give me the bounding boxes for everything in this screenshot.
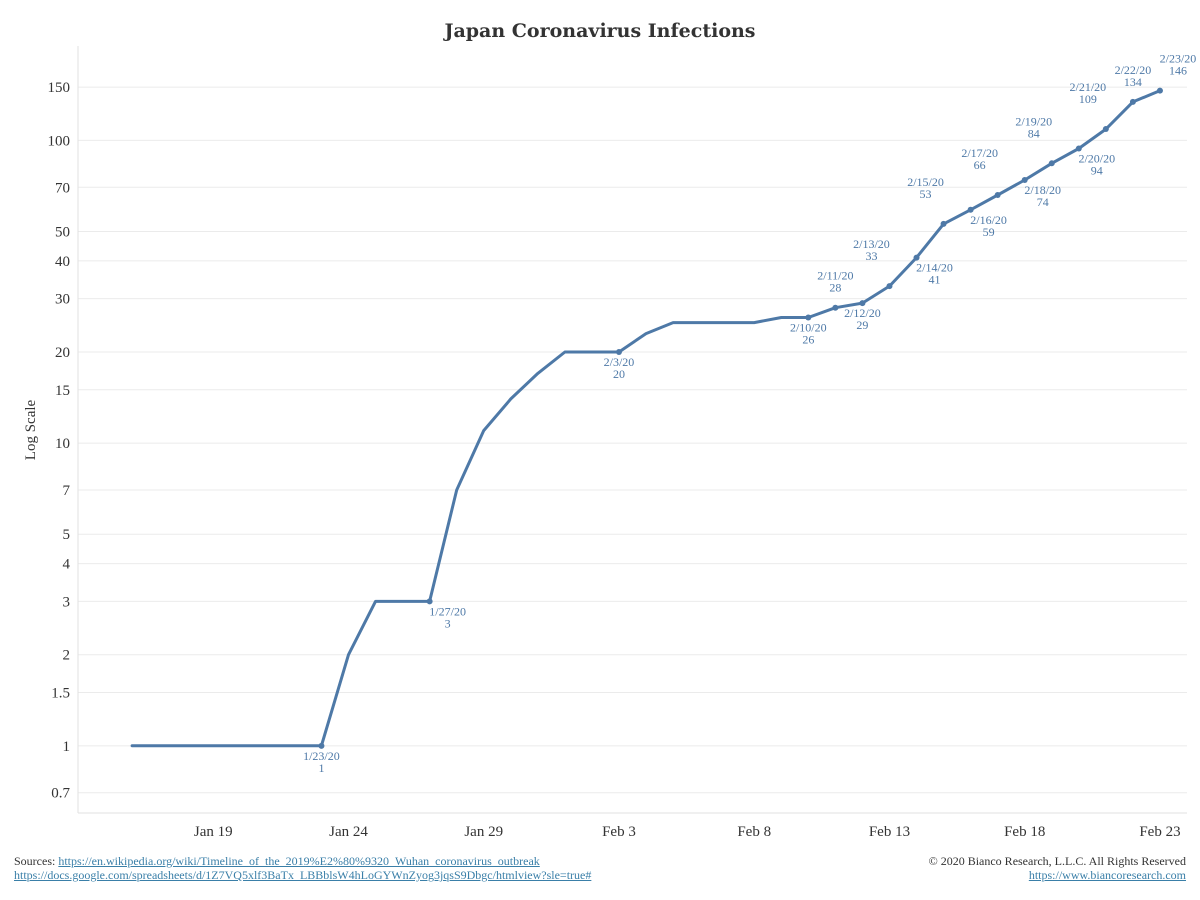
y-tick-label: 0.7	[51, 786, 70, 802]
copyright-block: © 2020 Bianco Research, L.L.C. All Right…	[929, 854, 1186, 882]
data-label-value: 146	[1169, 64, 1187, 78]
data-label-date: 1/27/20	[429, 604, 466, 618]
x-tick-label: Jan 29	[464, 824, 503, 840]
y-tick-label: 4	[63, 557, 71, 573]
data-label-date: 2/21/20	[1070, 80, 1107, 94]
data-label-date: 2/11/20	[817, 269, 853, 283]
data-label-date: 2/19/20	[1015, 114, 1052, 128]
y-tick-label: 150	[48, 80, 71, 96]
y-tick-label: 30	[55, 292, 70, 308]
data-label-value: 74	[1037, 195, 1049, 209]
y-tick-label: 1.5	[51, 686, 70, 702]
data-point	[805, 314, 812, 321]
x-tick-label: Feb 8	[737, 824, 771, 840]
data-label-value: 20	[613, 367, 625, 381]
data-point	[318, 742, 325, 749]
y-tick-label: 20	[55, 345, 70, 361]
data-label-value: 33	[865, 249, 877, 263]
copyright-text: © 2020 Bianco Research, L.L.C. All Right…	[928, 854, 1186, 868]
y-tick-label: 70	[55, 180, 70, 196]
data-point	[832, 304, 839, 311]
x-tick-label: Jan 24	[329, 824, 368, 840]
series-line	[130, 89, 1162, 748]
data-label-date: 2/20/20	[1078, 152, 1115, 166]
y-tick-label: 2	[63, 648, 71, 664]
y-tick-label: 7	[63, 483, 71, 499]
data-label-value: 59	[983, 225, 995, 239]
data-label-value: 134	[1124, 75, 1142, 89]
data-label-date: 2/13/20	[853, 237, 890, 251]
data-label-value: 109	[1079, 92, 1097, 106]
data-label-date: 2/17/20	[961, 146, 998, 160]
y-tick-label: 100	[48, 133, 71, 149]
x-tick-label: Feb 18	[1004, 824, 1045, 840]
data-label-date: 2/12/20	[844, 306, 881, 320]
y-tick-label: 10	[55, 436, 70, 452]
data-label-date: 2/22/20	[1115, 63, 1152, 77]
data-point	[1156, 87, 1163, 94]
y-tick-label: 5	[63, 527, 71, 543]
data-label-value: 53	[920, 187, 932, 201]
chart-title: Japan Coronavirus Infections	[442, 20, 755, 42]
data-label-value: 84	[1028, 126, 1040, 140]
data-point	[886, 283, 893, 290]
x-tick-label: Feb 13	[869, 824, 910, 840]
axes: 0.7 1 1.5 2 3 4 5 7 10 15 20 30 40 50 70 100 150 Jan 19 Ja…	[48, 46, 1187, 840]
data-point	[994, 192, 1001, 199]
data-label-value: 29	[856, 318, 868, 332]
data-point	[1129, 98, 1136, 105]
y-tick-label: 50	[55, 225, 70, 241]
x-tick-label: Jan 19	[194, 824, 233, 840]
website-link[interactable]: https://www.biancoresearch.com	[1028, 868, 1186, 882]
data-point	[1075, 145, 1082, 152]
data-label-date: 1/23/20	[303, 749, 340, 763]
data-label-date: 2/18/20	[1024, 183, 1061, 197]
data-point	[940, 220, 947, 227]
data-label-date: 2/10/20	[790, 320, 827, 334]
data-label-date: 2/3/20	[604, 355, 635, 369]
series-jp-infections	[130, 87, 1163, 749]
data-point	[859, 300, 866, 307]
y-tick-label: 3	[63, 594, 71, 610]
data-label-date: 2/23/20	[1160, 52, 1197, 66]
gridlines	[78, 86, 1187, 794]
data-label-date: 2/16/20	[970, 213, 1007, 227]
data-label-value: 3	[445, 616, 451, 630]
data-point	[1021, 176, 1028, 183]
sources-block: Sources: https://en.wikipedia.org/wiki/T…	[14, 854, 591, 882]
source-link-google-sheets[interactable]: https://docs.google.com/spreadsheets/d/1…	[14, 868, 592, 882]
line-chart: Japan Coronavirus Infections Log Scale 0…	[23, 20, 1196, 840]
data-point	[1102, 126, 1109, 133]
data-label-value: 1	[318, 761, 324, 775]
sources-label: Sources:	[14, 854, 56, 868]
data-label-value: 94	[1091, 164, 1103, 178]
data-label-value: 28	[829, 281, 841, 295]
x-tick-label: Feb 3	[602, 824, 636, 840]
data-point	[1048, 160, 1055, 167]
data-label-value: 66	[974, 158, 986, 172]
data-point	[913, 254, 920, 261]
y-axis-label: Log Scale	[23, 399, 39, 460]
data-label-value: 26	[802, 332, 814, 346]
data-label-value: 41	[929, 273, 941, 287]
x-tick-label: Feb 23	[1139, 824, 1180, 840]
y-tick-label: 15	[55, 383, 70, 399]
data-point	[967, 206, 974, 213]
y-tick-label: 40	[55, 254, 70, 270]
source-link-wikipedia[interactable]: https://en.wikipedia.org/wiki/Timeline_o…	[58, 854, 540, 868]
data-point	[615, 348, 622, 355]
data-point	[426, 598, 433, 605]
y-tick-label: 1	[63, 739, 71, 755]
data-label-date: 2/14/20	[916, 261, 953, 275]
data-label-date: 2/15/20	[907, 175, 944, 189]
